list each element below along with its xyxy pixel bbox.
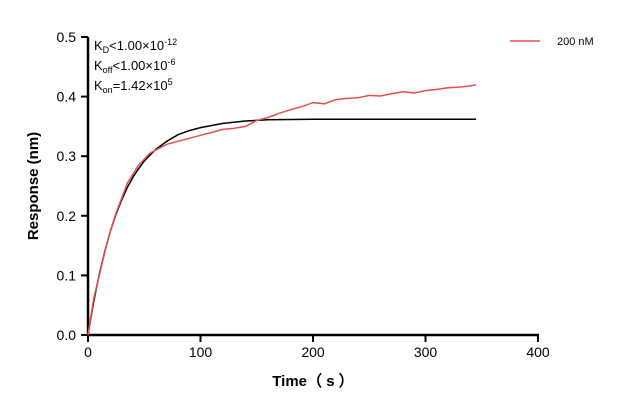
x-tick-label: 400 <box>526 344 550 360</box>
kinetic-constant-D: KD<1.00×10-12 <box>94 37 177 55</box>
legend: 200 nM <box>510 36 594 48</box>
x-axis-label: Time（ s ） <box>272 372 353 390</box>
y-axis-label: Response (nm) <box>25 132 42 240</box>
fit-curve <box>87 118 477 336</box>
kinetic-constants: KD<1.00×10-12 Koff<1.00×10-6 Kon=1.42×105 <box>94 37 177 95</box>
y-tick-label: 0.5 <box>57 29 77 45</box>
kinetic-constant-on: Kon=1.42×105 <box>94 77 173 95</box>
axes: 0 100 200 300 400 0.0 0.1 0.2 0.3 0.4 0.5 <box>57 29 550 360</box>
kinetic-constant-off: Koff<1.00×10-6 <box>94 57 175 75</box>
legend-label: 200 nM <box>557 36 594 48</box>
series-group <box>87 83 477 336</box>
x-tick-label: 300 <box>414 344 438 360</box>
y-tick-label: 0.3 <box>57 148 77 164</box>
y-tick-label: 0.1 <box>57 267 77 283</box>
series-line-200nM <box>87 83 477 336</box>
y-tick-label: 0.0 <box>57 327 77 343</box>
x-tick-label: 100 <box>189 344 213 360</box>
y-tick-label: 0.4 <box>57 89 77 105</box>
x-tick-label: 0 <box>84 344 92 360</box>
x-tick-label: 200 <box>301 344 325 360</box>
y-tick-label: 0.2 <box>57 208 77 224</box>
